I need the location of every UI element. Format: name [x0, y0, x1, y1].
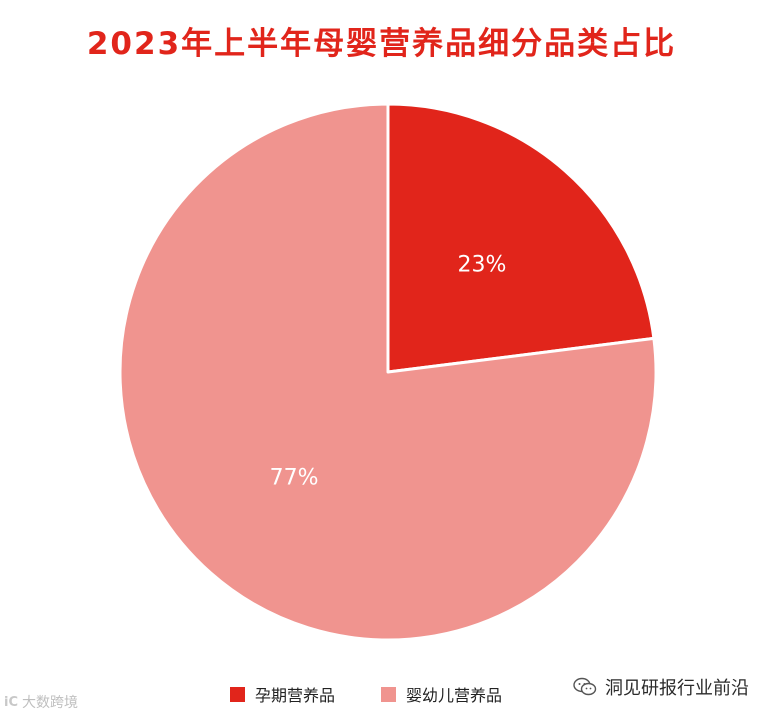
watermark-left: iC 大数跨境 [4, 692, 78, 712]
watermark-right-text: 洞见研报行业前沿 [605, 678, 749, 699]
slice-prenatal [386, 102, 656, 374]
wechat-icon [573, 677, 597, 696]
watermark-left-text: 大数跨境 [22, 695, 78, 711]
watermark-logo: iC [4, 694, 18, 710]
legend-label-prenatal: 孕期营养品 [255, 686, 336, 705]
slice-infant [118, 102, 658, 642]
legend-label-infant: 婴幼儿营养品 [406, 686, 503, 705]
data-label-infant: 77% [270, 466, 319, 491]
data-label-prenatal: 23% [457, 252, 506, 277]
legend-swatch-prenatal [230, 686, 245, 702]
legend-item-infant: 婴幼儿营养品 [381, 682, 502, 706]
watermark-right: 洞见研报行业前沿 [573, 674, 749, 700]
legend-swatch-infant [381, 686, 397, 702]
chart-title: 2023年上半年母婴营养品细分品类占比 [86, 26, 677, 62]
legend: 孕期营养品 婴幼儿营养品 [230, 682, 502, 706]
legend-item-prenatal: 孕期营养品 [230, 682, 335, 706]
